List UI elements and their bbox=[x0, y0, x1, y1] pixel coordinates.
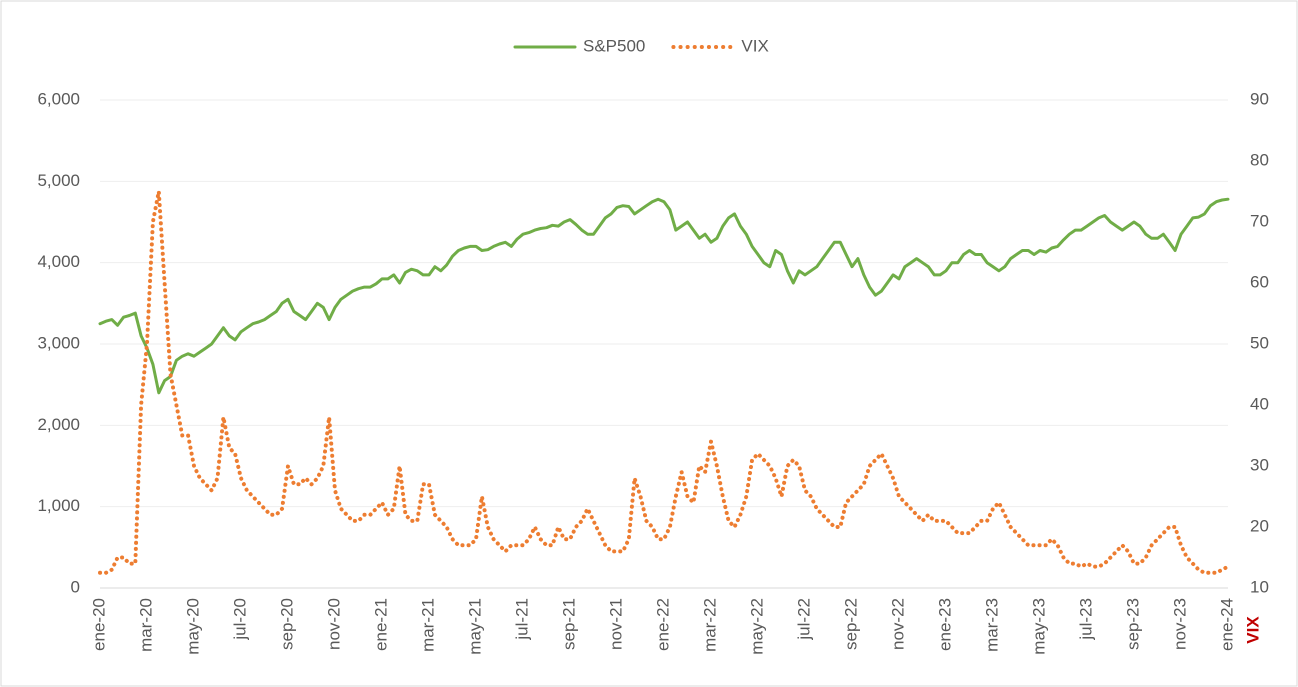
y-tick-label: 6,000 bbox=[37, 89, 80, 108]
x-tick-label: jul-20 bbox=[230, 598, 249, 641]
x-tick-label: jul-22 bbox=[794, 598, 813, 641]
x-tick-label: mar-23 bbox=[982, 598, 1001, 652]
y-tick-label: 5,000 bbox=[37, 171, 80, 190]
x-tick-label: nov-21 bbox=[606, 598, 625, 650]
x-tick-label: sep-22 bbox=[841, 598, 860, 650]
y2-tick-label: 20 bbox=[1250, 516, 1269, 535]
x-tick-label: ene-21 bbox=[371, 598, 390, 651]
series-line bbox=[98, 189, 1230, 575]
x-tick-label: ene-24 bbox=[1217, 598, 1236, 651]
y-tick-label: 4,000 bbox=[37, 252, 80, 271]
x-tick-label: jul-23 bbox=[1076, 598, 1095, 641]
x-tick-label: sep-23 bbox=[1123, 598, 1142, 650]
x-tick-label: ene-23 bbox=[935, 598, 954, 651]
x-tick-label: nov-20 bbox=[324, 598, 343, 650]
y2-tick-label: 50 bbox=[1250, 333, 1269, 352]
y-tick-label: 0 bbox=[71, 577, 80, 596]
y2-tick-label: 40 bbox=[1250, 394, 1269, 413]
x-tick-label: mar-20 bbox=[136, 598, 155, 652]
x-tick-label: may-22 bbox=[747, 598, 766, 655]
x-tick-label: nov-23 bbox=[1170, 598, 1189, 650]
y2-tick-label: 70 bbox=[1250, 211, 1269, 230]
y2-tick-label: 10 bbox=[1250, 577, 1269, 596]
x-tick-label: sep-21 bbox=[559, 598, 578, 650]
x-tick-label: mar-21 bbox=[418, 598, 437, 652]
x-tick-label: may-20 bbox=[183, 598, 202, 655]
x-tick-label: may-21 bbox=[465, 598, 484, 655]
y2-axis-label: VIX bbox=[1243, 616, 1262, 644]
x-tick-label: ene-22 bbox=[653, 598, 672, 651]
legend-label: VIX bbox=[741, 36, 768, 55]
x-tick-label: jul-21 bbox=[512, 598, 531, 641]
x-tick-label: nov-22 bbox=[888, 598, 907, 650]
y2-tick-label: 60 bbox=[1250, 272, 1269, 291]
x-tick-label: may-23 bbox=[1029, 598, 1048, 655]
y-tick-label: 2,000 bbox=[37, 415, 80, 434]
y-tick-label: 3,000 bbox=[37, 333, 80, 352]
legend-label: S&P500 bbox=[583, 36, 645, 55]
y2-tick-label: 90 bbox=[1250, 89, 1269, 108]
x-tick-label: mar-22 bbox=[700, 598, 719, 652]
y2-tick-label: 30 bbox=[1250, 455, 1269, 474]
series-line bbox=[98, 197, 1230, 395]
x-tick-label: sep-20 bbox=[277, 598, 296, 650]
x-tick-label: ene-20 bbox=[89, 598, 108, 651]
y2-tick-label: 80 bbox=[1250, 150, 1269, 169]
y-tick-label: 1,000 bbox=[37, 496, 80, 515]
